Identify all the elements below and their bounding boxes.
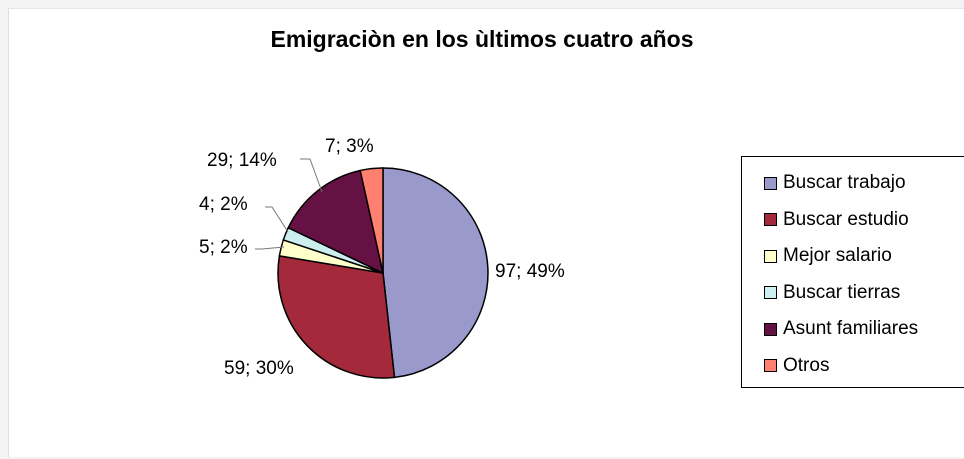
data-label: 4; 2%: [199, 194, 248, 215]
data-label: 97; 49%: [495, 261, 565, 282]
legend-label: Buscar tierras: [783, 281, 901, 303]
legend-swatch: [764, 322, 777, 336]
data-label: 7; 3%: [325, 136, 374, 157]
pie-slice-buscar-trabajo: [382, 167, 489, 379]
data-label: 29; 14%: [207, 150, 277, 171]
pie-slice-asunt-familiares: [287, 169, 385, 275]
legend-label: Asunt familiares: [783, 318, 919, 339]
leader-line: [300, 158, 323, 193]
chart-title: Emigraciòn en los ùltimos cuatro años: [270, 26, 694, 52]
legend-item: Asunt familiares: [764, 315, 918, 343]
legend-label: Mejor salario: [783, 245, 892, 266]
leader-line: [265, 206, 289, 233]
leader-line: [255, 246, 285, 250]
legend-swatch: [764, 249, 777, 263]
legend-swatch: [764, 176, 777, 190]
legend-item: Buscar tierras: [764, 279, 900, 307]
legend-item: Otros: [764, 352, 829, 380]
pie-slice-otros: [359, 167, 384, 274]
legend-item: Mejor salario: [764, 242, 892, 270]
legend-item: Buscar trabajo: [764, 169, 906, 197]
legend-label: Buscar estudio: [783, 208, 909, 230]
legend-swatch: [764, 213, 777, 226]
legend-swatch: [764, 359, 777, 372]
legend-label: Buscar trabajo: [783, 172, 906, 193]
data-label: 59; 30%: [224, 358, 294, 379]
legend: Buscar trabajo Buscar estudio Mejor salari…: [741, 156, 964, 388]
pie-slice-buscar-estudio: [277, 254, 396, 379]
legend-label: Otros: [783, 354, 830, 376]
legend-swatch: [764, 286, 777, 299]
data-label: 5; 2%: [199, 237, 248, 258]
legend-item: Buscar estudio: [764, 206, 909, 234]
